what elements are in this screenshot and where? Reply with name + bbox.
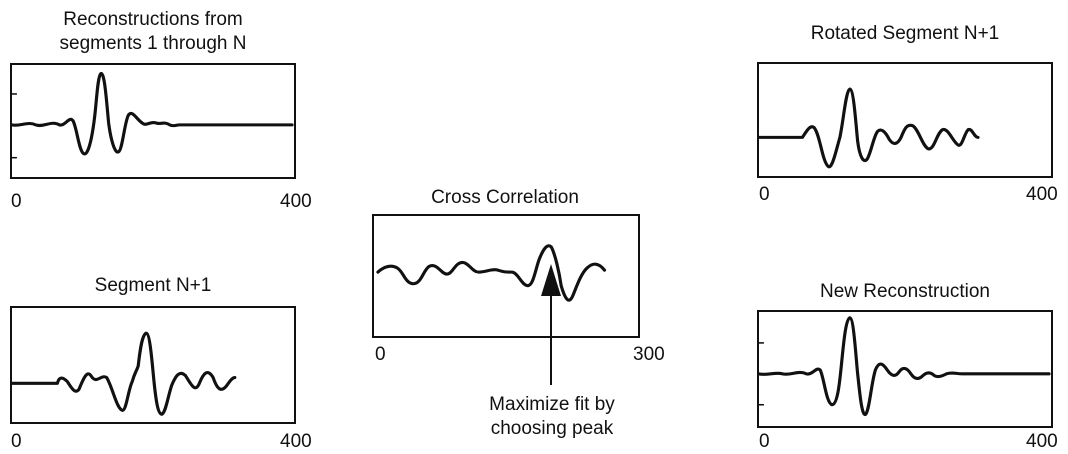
new-reconstruction-x-start: 0 — [759, 431, 770, 452]
reconstructions-waveform — [10, 72, 294, 159]
rotated-segment-plot — [757, 62, 1053, 178]
cross-correlation-title: Cross Correlation — [431, 187, 579, 208]
new-reconstruction-waveform — [757, 316, 1051, 416]
reconstructions-x-end: 400 — [280, 191, 312, 212]
cross-correlation-plot — [372, 214, 640, 338]
reconstructions-title-line2: segments 1 through N — [59, 33, 247, 54]
peak-annotation-line1: Maximize fit by — [489, 394, 615, 415]
reconstructions-title-line1: Reconstructions from — [63, 9, 243, 30]
rotated-segment-x-end: 400 — [1026, 184, 1058, 205]
cross-correlation-waveform — [376, 244, 607, 302]
peak-annotation: Maximize fit by choosing peak — [432, 393, 672, 441]
new-reconstruction-title: New Reconstruction — [819, 281, 991, 302]
reconstructions-title: Reconstructions from segments 1 through … — [8, 8, 298, 56]
rotated-segment-title: Rotated Segment N+1 — [810, 23, 1000, 44]
segment-plot — [10, 306, 296, 424]
rotated-segment-waveform — [757, 87, 980, 169]
reconstructions-plot — [10, 63, 296, 179]
reconstructions-x-start: 0 — [11, 191, 22, 212]
new-reconstruction-plot — [757, 310, 1053, 428]
peak-annotation-line2: choosing peak — [490, 418, 614, 439]
cross-correlation-x-start: 0 — [375, 344, 386, 365]
new-reconstruction-x-end: 400 — [1026, 431, 1058, 452]
segment-waveform — [10, 331, 237, 416]
segment-x-start: 0 — [11, 431, 22, 452]
segment-x-end: 400 — [280, 431, 312, 452]
segment-title: Segment N+1 — [94, 275, 212, 296]
cross-correlation-x-end: 300 — [633, 344, 665, 365]
rotated-segment-x-start: 0 — [759, 184, 770, 205]
